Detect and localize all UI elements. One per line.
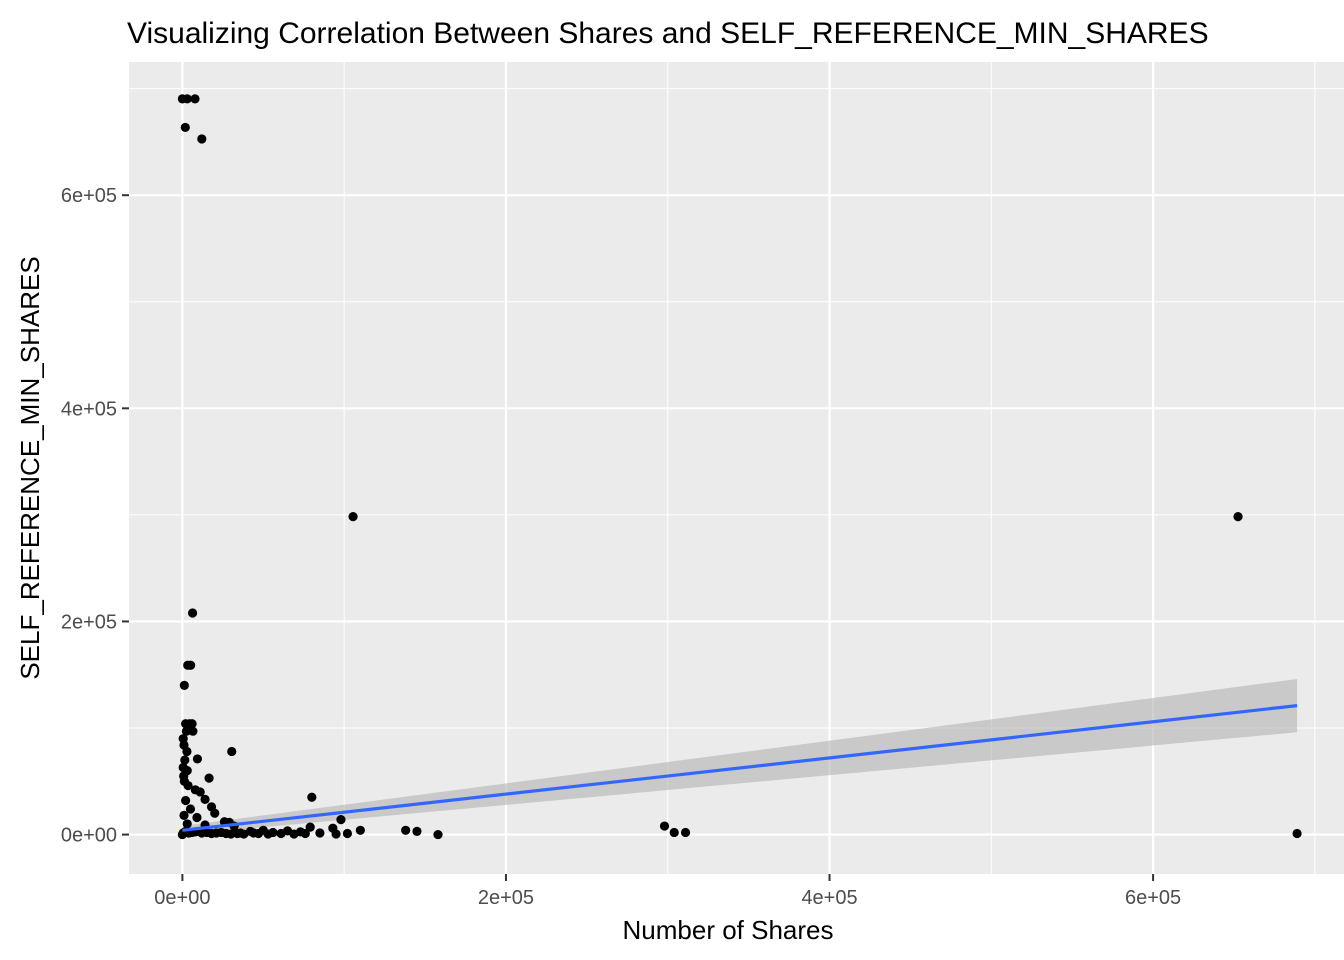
data-point [355, 825, 365, 835]
y-tick-label: 6e+05 [61, 185, 117, 207]
data-point [190, 94, 200, 104]
data-point [187, 608, 198, 618]
data-point [289, 829, 299, 839]
data-point [210, 808, 220, 818]
x-tick-label: 2e+05 [478, 887, 534, 909]
data-point [336, 815, 346, 825]
data-point [669, 827, 679, 838]
x-axis-ticks: 0e+00 2e+05 4e+05 6e+05 [154, 874, 1181, 909]
x-axis-title: Number of Shares [623, 915, 834, 945]
x-tick-label: 4e+05 [801, 887, 857, 909]
data-point [227, 746, 237, 757]
data-point [182, 819, 192, 829]
data-point [200, 794, 210, 805]
data-point [182, 746, 192, 757]
data-point [197, 134, 207, 144]
data-point [315, 828, 325, 838]
data-point [181, 726, 192, 736]
data-point [179, 810, 189, 820]
data-point [412, 826, 422, 836]
data-point [187, 719, 197, 729]
data-point [239, 829, 249, 839]
data-point [180, 122, 190, 133]
data-point [182, 94, 192, 104]
data-point [1233, 511, 1243, 522]
y-tick-label: 4e+05 [61, 398, 117, 420]
data-point [192, 754, 203, 764]
data-point [181, 795, 191, 806]
data-point [680, 827, 691, 838]
data-point [263, 829, 273, 839]
data-point [331, 829, 341, 839]
data-point [276, 828, 286, 839]
data-point [248, 828, 259, 838]
data-point [300, 828, 310, 839]
x-tick-label: 0e+00 [154, 887, 210, 909]
regression-line [182, 704, 1298, 832]
y-axis-ticks: 0e+00 2e+05 4e+05 6e+05 [61, 185, 129, 847]
data-point [342, 828, 353, 839]
data-point [433, 829, 443, 840]
data-point [185, 804, 196, 814]
major-gridlines [129, 62, 1344, 874]
data-point [307, 792, 317, 802]
data-point [348, 511, 358, 522]
data-point [195, 787, 205, 797]
data-point [179, 680, 189, 690]
minor-gridlines [129, 62, 1344, 874]
data-point [183, 780, 193, 791]
data-point [401, 825, 411, 835]
confidence-band [182, 678, 1298, 835]
data-point [1292, 828, 1302, 839]
x-tick-label: 6e+05 [1125, 887, 1181, 909]
data-point [305, 822, 315, 832]
chart-title: Visualizing Correlation Between Shares a… [127, 17, 1209, 50]
y-tick-label: 2e+05 [61, 611, 117, 633]
data-point [188, 726, 198, 736]
plot-panel [129, 62, 1344, 874]
data-point [659, 821, 670, 831]
y-axis-title: SELF_REFERENCE_MIN_SHARES [15, 256, 45, 679]
data-point [180, 755, 190, 765]
y-tick-label: 0e+00 [61, 825, 117, 847]
data-point [192, 812, 202, 823]
data-point [204, 773, 214, 783]
data-point [186, 660, 196, 670]
